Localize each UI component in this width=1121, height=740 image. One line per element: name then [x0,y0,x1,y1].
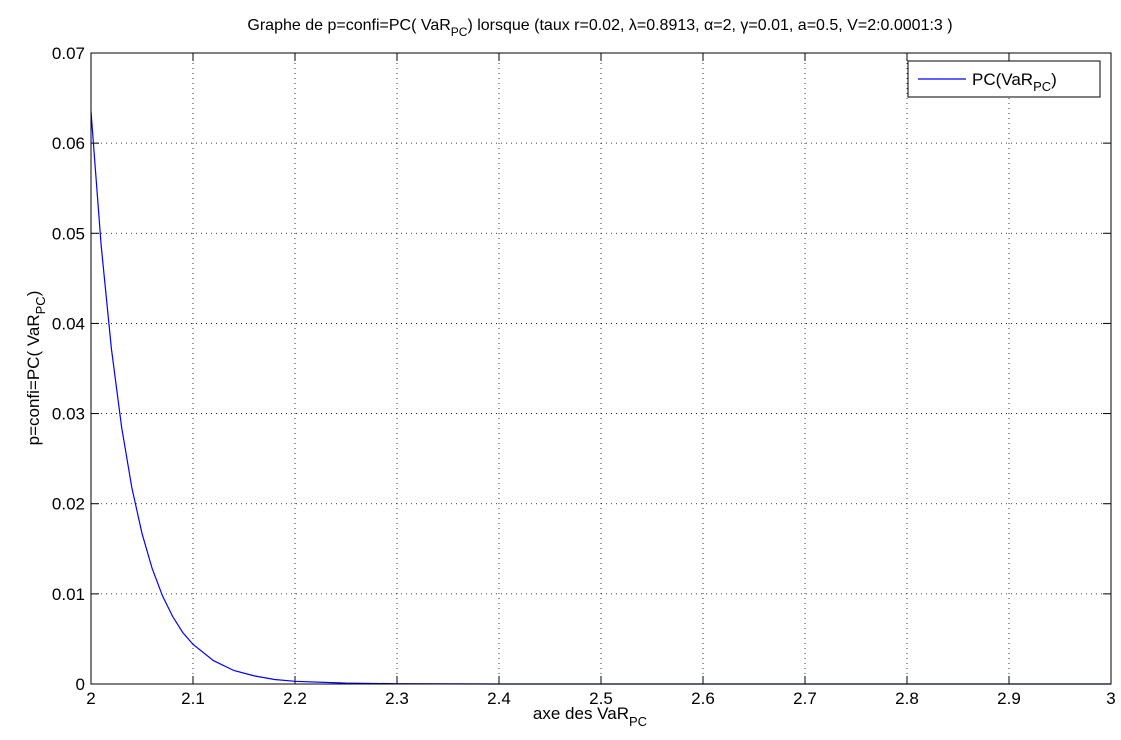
x-tick-label: 2 [86,689,95,708]
x-tick-label: 3 [1106,689,1115,708]
axes-box [90,52,1112,685]
grid-lines [91,53,1111,684]
y-axis-label: p=confi=PC( VaRPC) [24,291,48,446]
legend: PC(VaRPC) [907,60,1101,98]
y-tick-labels: 0 0.01 0.02 0.03 0.04 0.05 0.06 0.07 [52,44,85,694]
x-tick-label: 2.9 [997,689,1021,708]
x-tick-label: 2.5 [589,689,613,708]
x-axis-label: axe des VaRPC [533,704,647,729]
y-tick-label: 0.05 [52,224,85,243]
x-tick-label: 2.7 [793,689,817,708]
chart-title: Graphe de p=confi=PC( VaRPC) lorsque (ta… [247,17,952,39]
y-tick-label: 0.02 [52,495,85,514]
y-tick-label: 0.07 [52,44,85,63]
y-tick-label: 0.06 [52,134,85,153]
x-tick-label: 2.2 [283,689,307,708]
y-tick-label: 0.04 [52,314,85,333]
x-tick-label: 2.1 [181,689,205,708]
x-tick-label: 2.8 [895,689,919,708]
y-tick-label: 0.03 [52,405,85,424]
y-tick-label: 0 [76,675,85,694]
x-tick-label: 2.3 [385,689,409,708]
x-tick-label: 2.4 [487,689,511,708]
y-tick-label: 0.01 [52,585,85,604]
x-tick-label: 2.6 [691,689,715,708]
x-tick-labels: 2 2.1 2.2 2.3 2.4 2.5 2.6 2.7 2.8 2.9 3 [86,689,1115,708]
legend-label: PC(VaRPC) [972,70,1057,94]
